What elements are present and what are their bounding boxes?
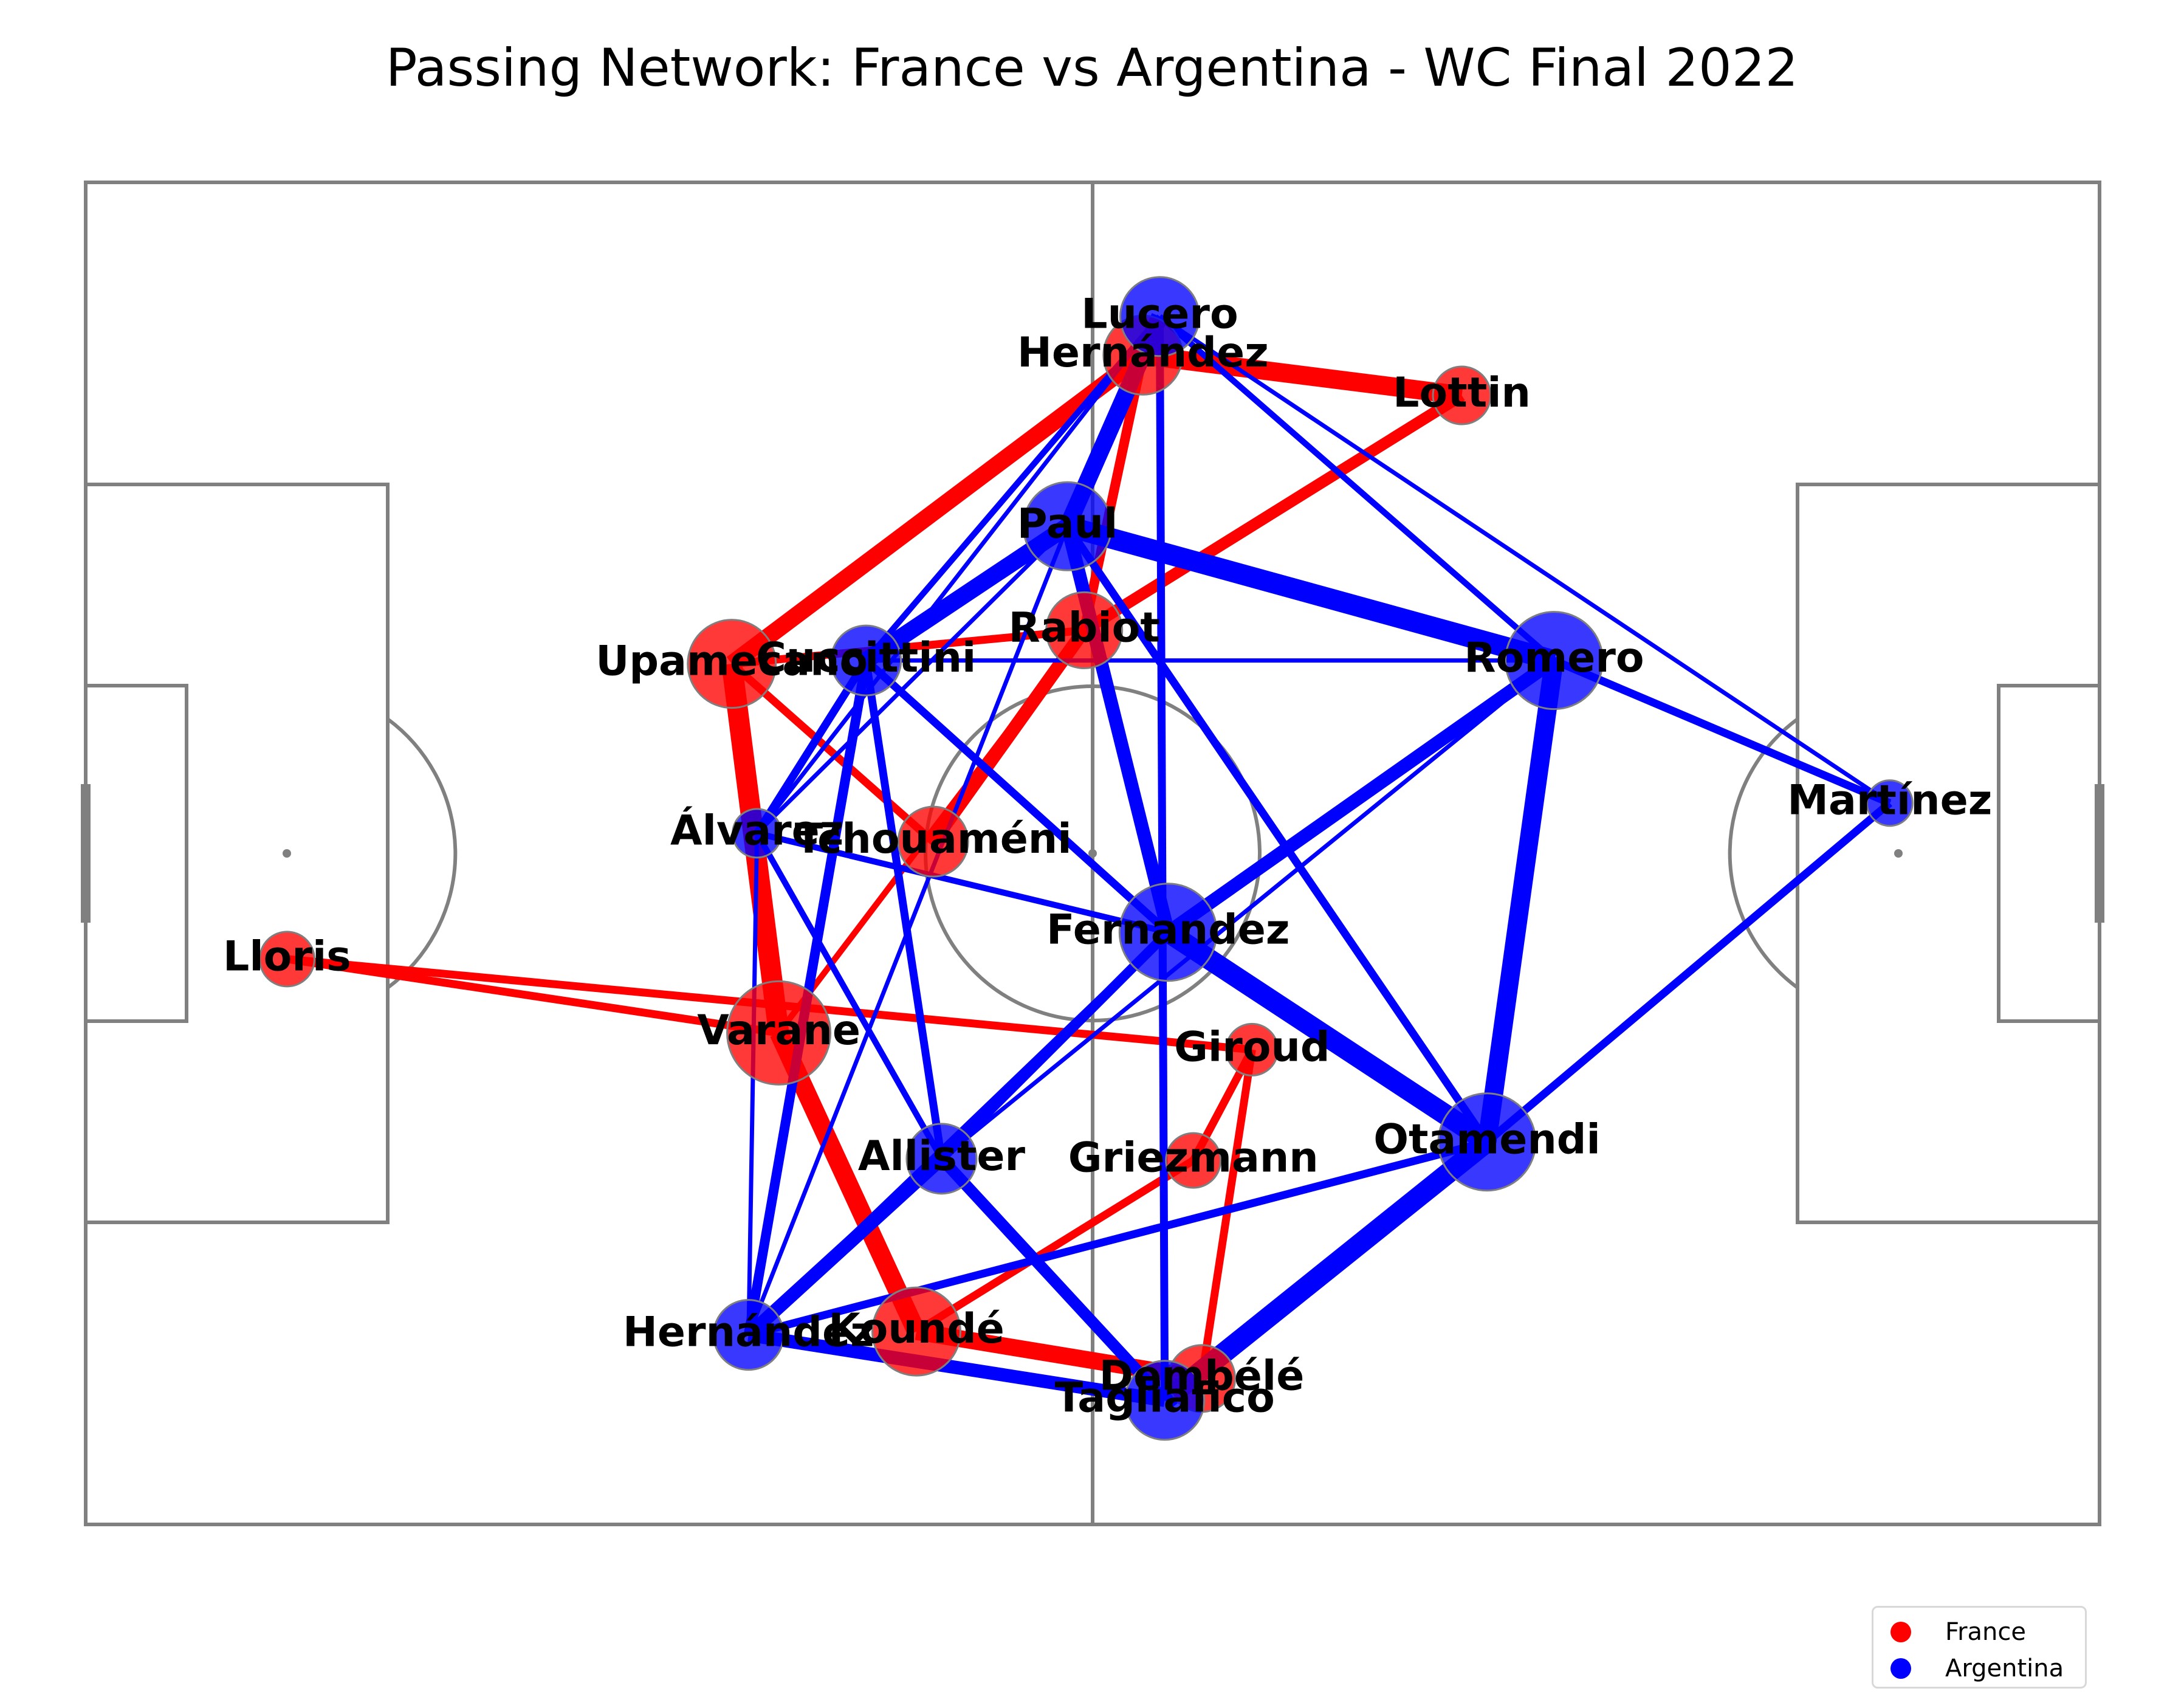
right-six-yard-box [1997, 684, 2101, 1023]
legend: France Argentina [1872, 1606, 2087, 1689]
pass-edge-argentina-romero-otamendi [1477, 659, 1564, 1143]
pass-edge-france-theo_hernandez-rabiot [1079, 354, 1148, 632]
player-node-france-tchouameni [897, 805, 969, 878]
pass-edge-argentina-paul-otamendi [1064, 524, 1491, 1145]
left-penalty-arc [386, 717, 458, 990]
player-label-france-lottin: Lottin [1393, 369, 1531, 417]
player-node-argentina-alvarez [732, 808, 783, 859]
player-label-france-tchouameni: Tchouaméni [795, 815, 1072, 863]
left-penalty-spot [283, 849, 291, 858]
player-label-france-griezmann: Griezmann [1068, 1134, 1319, 1182]
pass-edge-argentina-paul-romero [1065, 516, 1557, 670]
pass-edge-argentina-lucero-martinez [1158, 314, 1891, 805]
pass-edge-argentina-otamendi-martinez [1484, 800, 1892, 1145]
pass-edge-argentina-romero-fernandez [1164, 655, 1558, 938]
player-node-argentina-lucero [1119, 276, 1200, 357]
player-node-argentina-romero [1504, 611, 1604, 711]
player-label-argentina-hernandez: Hernández [623, 1309, 874, 1357]
pass-edge-argentina-lucero-alvarez [755, 315, 1162, 835]
pass-edge-argentina-paul-alvarez [755, 525, 1070, 835]
legend-entry-argentina: Argentina [1890, 1651, 2064, 1686]
player-node-argentina-fernandez [1118, 883, 1218, 982]
player-label-france-upamecano: Upamecano [596, 638, 868, 686]
pass-edge-argentina-romero-martinez [1552, 656, 1892, 807]
centre-spot [1088, 849, 1097, 858]
player-node-france-giroud [1225, 1022, 1279, 1076]
pass-edge-france-kounde-griezmann [914, 1157, 1196, 1335]
pass-edges [286, 313, 1892, 1409]
pass-edge-argentina-lucero-tagliafico [1155, 316, 1169, 1400]
pass-edge-france-varane-kounde [770, 1028, 925, 1336]
legend-marker-argentina [1890, 1658, 1911, 1679]
player-label-argentina-allister: Allister [858, 1132, 1026, 1180]
player-label-france-rabiot: Rabiot [1008, 604, 1159, 652]
pass-edge-argentina-cuccittini-allister [862, 659, 946, 1160]
player-label-argentina-paul: Paul [1017, 500, 1118, 548]
legend-label-france: France [1945, 1618, 2027, 1646]
player-label-france-giroud: Giroud [1174, 1023, 1330, 1071]
player-labels: LlorisUpamecanoVaraneKoundéHernándezLott… [223, 290, 1992, 1422]
left-six-yard-box [84, 684, 188, 1023]
player-node-france-lloris [258, 931, 315, 988]
player-node-argentina-otamendi [1437, 1092, 1537, 1192]
player-node-argentina-paul [1022, 481, 1113, 571]
player-node-argentina-allister [905, 1123, 978, 1195]
player-label-france-lloris: Lloris [223, 932, 351, 980]
pass-edge-france-theo_hernandez-lottin [1141, 345, 1463, 405]
player-label-argentina-lucero: Lucero [1081, 290, 1238, 338]
pass-edge-france-giroud-dembele [1198, 1049, 1256, 1379]
pass-edge-france-varane-lloris [286, 955, 780, 1037]
pass-edge-france-lottin-rabiot [1081, 390, 1465, 635]
player-label-france-varane: Varane [697, 1007, 860, 1055]
pass-edge-argentina-cuccittini-fernandez [863, 657, 1171, 935]
pass-edge-argentina-allister-tagliafico [937, 1154, 1169, 1405]
player-label-france-dembele: Dembélé [1099, 1352, 1305, 1400]
player-node-france-kounde [871, 1286, 962, 1377]
player-label-france-theo_hernandez: Hernández [1017, 329, 1269, 377]
player-label-argentina-fernandez: Fernandez [1046, 906, 1289, 954]
player-label-argentina-alvarez: Álvarez [670, 806, 843, 855]
player-label-argentina-tagliafico: Tagliafico [1055, 1374, 1275, 1422]
player-node-france-rabiot [1045, 591, 1124, 669]
pass-edge-argentina-lucero-romero [1158, 314, 1556, 663]
player-label-argentina-cuccittini: Cuccittini [756, 634, 976, 682]
player-label-argentina-romero: Romero [1464, 634, 1644, 682]
player-node-france-lottin [1432, 365, 1492, 425]
player-node-france-varane [726, 980, 832, 1086]
legend-marker-france [1890, 1622, 1911, 1642]
right-penalty-area [1796, 483, 2101, 1224]
player-node-argentina-hernandez [712, 1299, 785, 1371]
player-label-argentina-otamendi: Otamendi [1373, 1115, 1601, 1163]
right-penalty-spot [1894, 849, 1903, 858]
player-node-argentina-martinez [1866, 779, 1914, 827]
chart-title: Passing Network: France vs Argentina - W… [385, 38, 1799, 98]
player-node-france-upamecano [687, 619, 777, 709]
player-node-argentina-cuccittini [830, 624, 902, 697]
player-node-argentina-tagliafico [1124, 1360, 1206, 1441]
pass-edge-france-upamecano-theo_hernandez [726, 348, 1149, 671]
pass-edge-argentina-fernandez-alvarez [756, 830, 1169, 935]
player-label-argentina-martinez: Martínez [1787, 777, 1992, 825]
pass-edge-argentina-romero-allister [940, 658, 1556, 1161]
pass-edge-argentina-alvarez-allister [754, 832, 944, 1160]
pass-edge-argentina-allister-hernandez [744, 1154, 946, 1340]
player-label-france-kounde: Koundé [828, 1305, 1004, 1353]
pass-edge-argentina-otamendi-hernandez [747, 1138, 1488, 1339]
pass-edge-argentina-fernandez-otamendi [1162, 923, 1493, 1151]
legend-label-argentina: Argentina [1945, 1655, 2064, 1682]
left-penalty-area [84, 483, 390, 1224]
pass-edge-argentina-alvarez-hernandez [746, 833, 760, 1335]
player-node-france-griezmann [1165, 1132, 1222, 1189]
player-nodes [258, 276, 1914, 1441]
legend-entry-france: France [1890, 1615, 2026, 1649]
pass-edge-argentina-hernandez-tagliafico [747, 1328, 1166, 1407]
